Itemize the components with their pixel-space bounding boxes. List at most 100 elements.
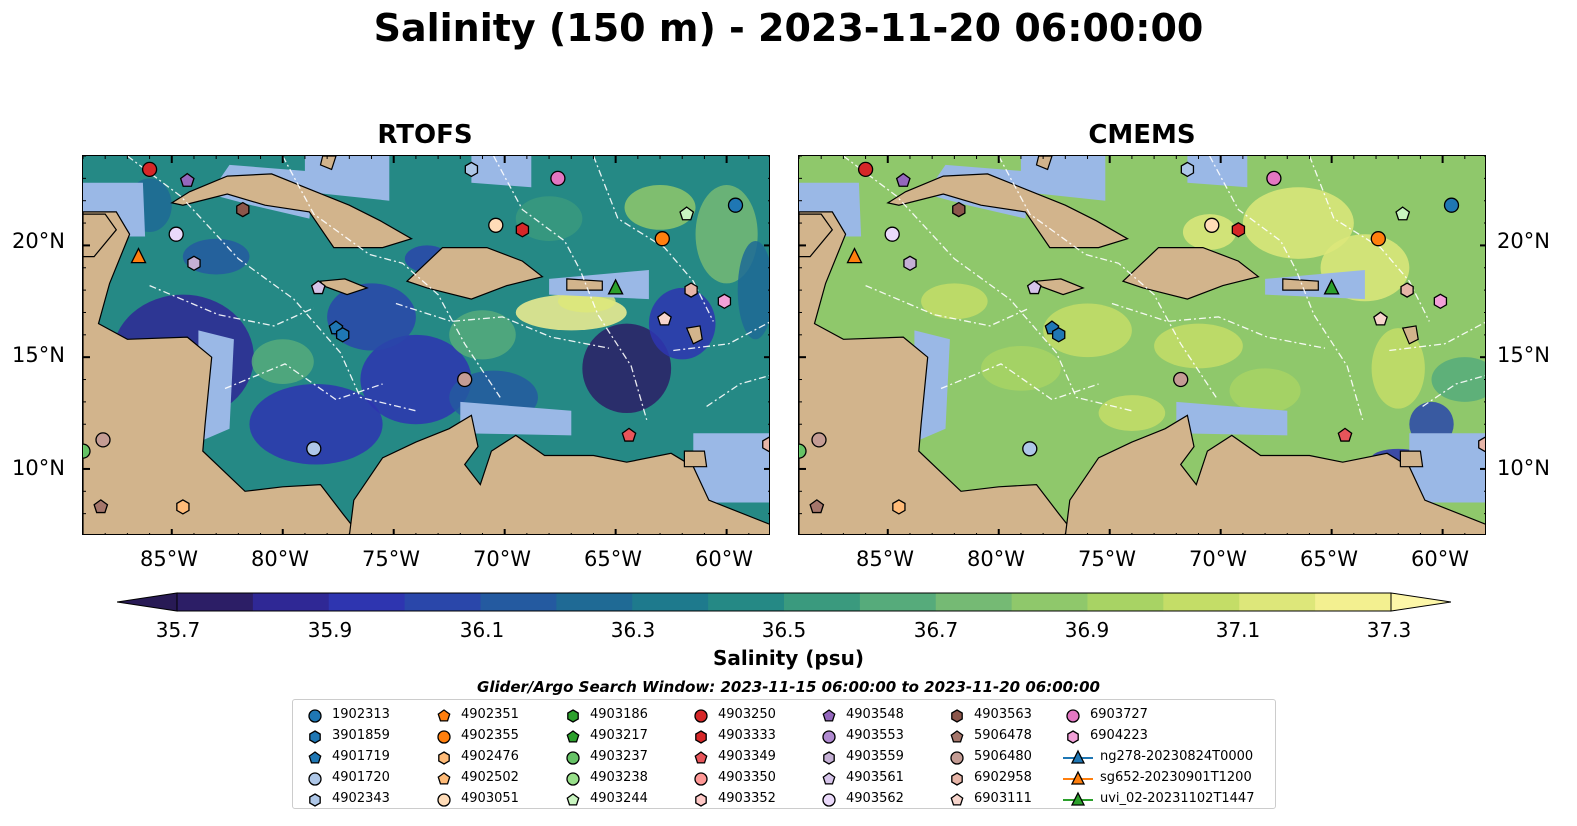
float-marker-4903561 [1026,280,1042,295]
float-marker-5906478 [93,499,109,514]
legend-item: 6902958 [947,767,1032,788]
lat-label-right: 15°N [1497,343,1550,367]
colorbar-bin [1087,593,1164,611]
legend-item: 4903217 [563,725,648,746]
legend-label: 4903217 [590,728,648,743]
legend-label: 4903051 [461,791,519,806]
colorbar-bin [1163,593,1240,611]
float-marker-4903051 [1204,217,1220,233]
float-marker-4903562 [884,226,900,242]
eez-boundary [224,363,383,401]
legend-label: 4903333 [718,728,776,743]
legend-label: 4901720 [332,770,390,785]
land-yucatan [799,213,834,258]
eez-boundary [282,156,501,398]
legend-label: 4903238 [590,770,648,785]
land-cuba [170,173,413,249]
legend-label: 4902343 [332,791,390,806]
legend-symbol [1066,708,1080,723]
land-cuba [886,173,1129,249]
legend-label: 4903244 [590,791,648,806]
legend-item: 4903563 [947,704,1032,725]
map-panel-cmems[interactable] [798,155,1486,535]
colorbar-tick: 36.3 [610,618,656,642]
float-marker-4903250 [857,161,874,178]
legend-item: 6903727 [1063,704,1148,725]
float-marker-4903244 [679,206,695,221]
legend-label: 1902313 [332,707,390,722]
salinity-map-rtofs [83,156,769,534]
legend-symbol [950,750,964,765]
map-panel-rtofs[interactable] [82,155,770,535]
lat-label-left: 15°N [12,343,65,367]
lon-label-rtofs: 60°W [695,547,753,571]
colorbar-bin [177,593,254,611]
legend-symbol [822,729,836,744]
float-marker-4903559 [903,255,917,272]
eez-boundary [1389,321,1485,352]
legend-label: 5906478 [974,728,1032,743]
legend-item: 4903553 [819,725,904,746]
float-marker-4903548 [895,172,911,187]
legend-item: 5906480 [947,746,1032,767]
legend-item: 4903238 [563,767,648,788]
land-central-america [83,211,360,534]
colorbar-extend-max [1390,592,1451,612]
eez-boundary [127,156,417,412]
eez-boundary [673,321,769,352]
panel-title-cmems: CMEMS [1088,120,1196,150]
salinity-anomaly [1431,357,1485,402]
salinity-anomaly [737,240,769,340]
float-marker-6903727 [1266,170,1282,187]
legend-symbol [1063,749,1093,764]
eez-boundary [940,363,1099,401]
legend-symbol [566,729,580,742]
float-marker-6902958 [1478,436,1485,453]
land-puerto-rico [1282,278,1319,291]
colorbar-bin [252,593,330,611]
legend-item: 6903111 [947,788,1032,809]
float-marker-6904223 [1433,293,1448,310]
legend-symbol [822,771,836,784]
eez-boundary [1422,374,1485,407]
float-marker-6904223 [717,293,732,310]
land-trinidad [1399,450,1424,468]
legend-label: 4903350 [718,770,776,785]
land-lesser-antilles [1401,325,1419,345]
float-marker-3901859 [335,327,350,343]
legend-item: ng278-20230824T0000 [1063,746,1253,767]
colorbar-bin [859,593,937,611]
colorbar-bin [708,593,785,611]
legend-label: uvi_02-20231102T1447 [1100,791,1255,806]
legend-item: uvi_02-20231102T1447 [1063,788,1254,809]
legend-item: 4902343 [305,788,390,809]
salinity-anomaly [1371,328,1425,409]
lat-label-right: 20°N [1497,229,1550,253]
legend-symbol [437,729,451,744]
eez-boundary [843,156,1133,412]
legend-label: ng278-20230824T0000 [1100,749,1254,764]
float-marker-6902958 [684,282,698,298]
float-marker-1902313 [1443,197,1460,213]
panel-title-rtofs: RTOFS [377,120,473,150]
land-south-america [1064,414,1485,534]
eez-boundary [493,156,648,420]
legend-label: 4902476 [461,749,519,764]
eez-boundary [1209,156,1364,420]
float-marker-4903349 [1337,427,1353,442]
legend-item: 4903244 [563,788,648,809]
legend-label: sg652-20230901T1200 [1100,770,1252,785]
salinity-anomaly [1229,368,1301,414]
float-marker-3901859 [1051,327,1066,343]
legend-item: 4902502 [434,767,519,788]
legend-symbol [308,708,322,723]
colorbar-tick: 35.7 [155,618,201,642]
land-puerto-rico [566,278,603,291]
legend-item: 4903350 [691,767,776,788]
legend-symbol [566,750,580,765]
colorbar-bin [1315,593,1392,611]
float-marker-4902343 [1180,161,1195,178]
land-trinidad [683,450,708,468]
legend-symbol [566,771,580,786]
eez-boundary [706,374,769,407]
